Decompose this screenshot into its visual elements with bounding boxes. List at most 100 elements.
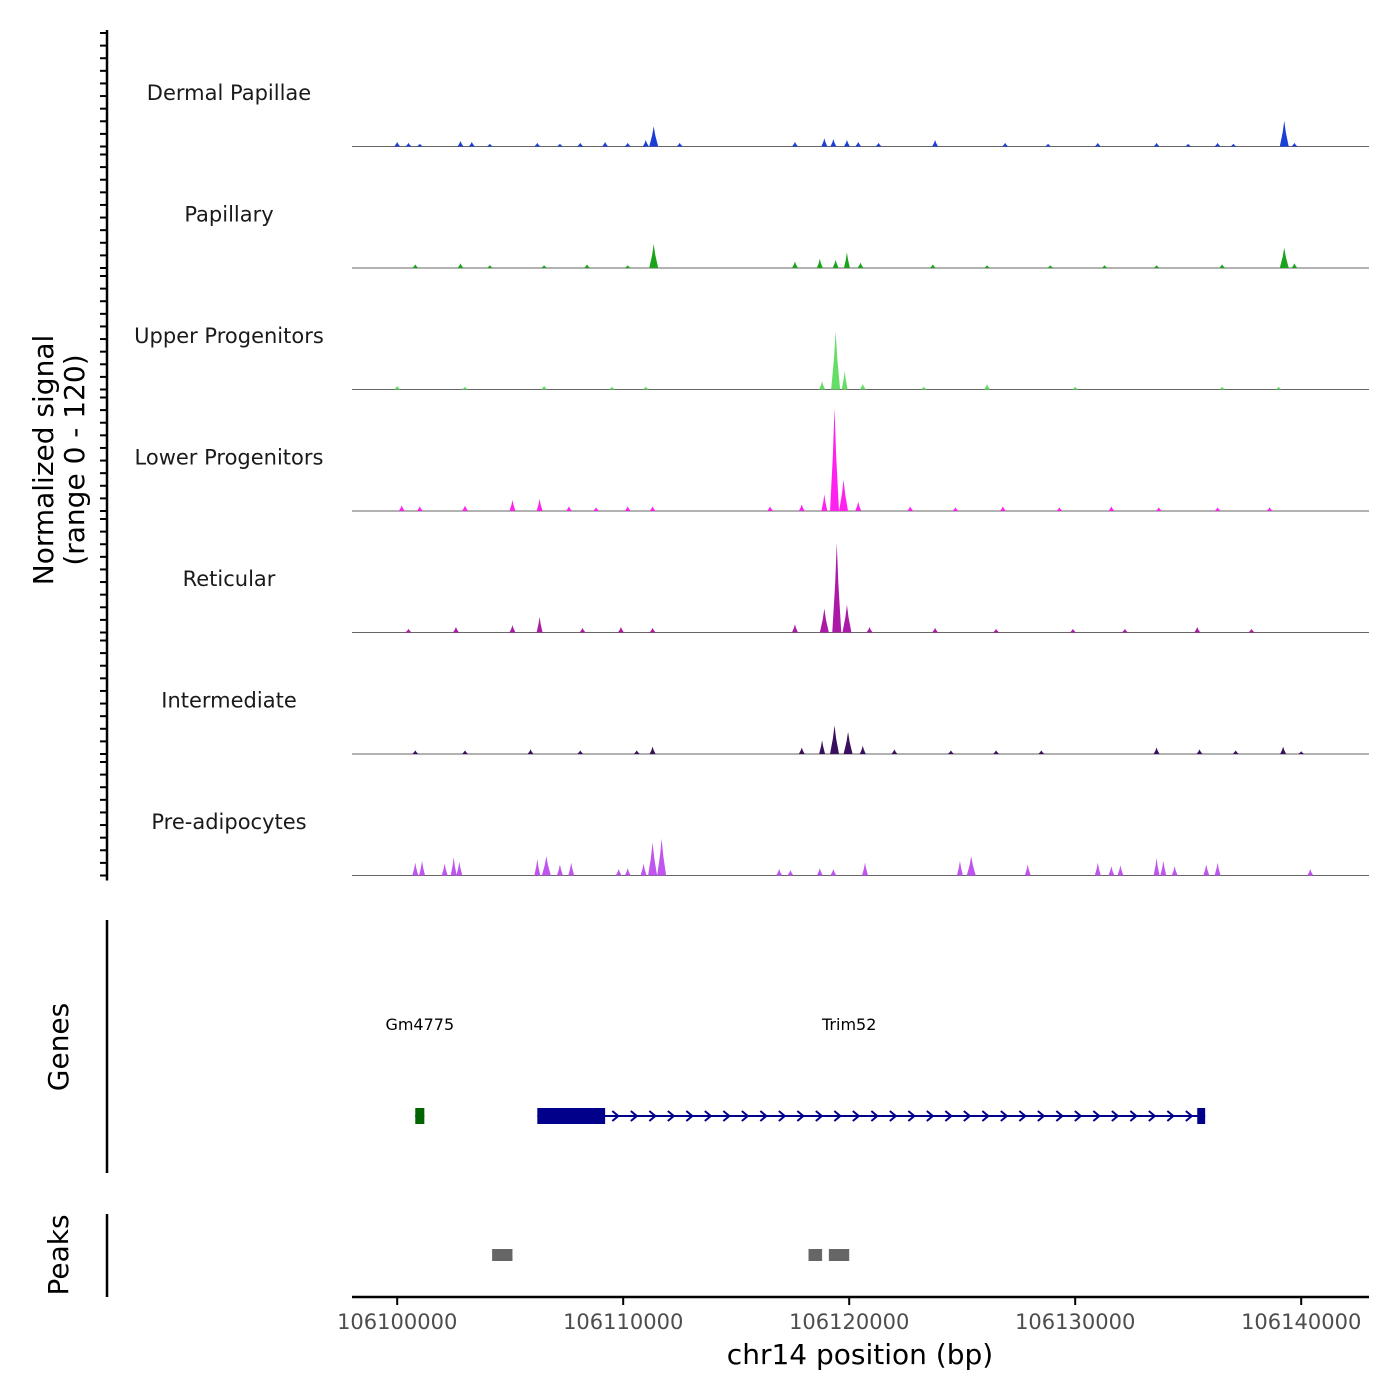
gene-label: Gm4775 — [385, 1015, 454, 1034]
signal-peak — [1219, 386, 1226, 390]
signal-peak — [556, 864, 563, 876]
signal-peak — [633, 750, 640, 754]
signal-peak — [468, 141, 475, 147]
signal-peak — [819, 381, 826, 390]
signal-peak — [776, 869, 783, 876]
signal-peak — [1266, 507, 1273, 511]
gene-exon — [415, 1108, 425, 1124]
signal-peak — [816, 258, 823, 268]
signal-peak — [843, 140, 850, 147]
track-label: Pre-adipocytes — [151, 810, 306, 834]
x-tick-label: 106110000 — [563, 1310, 683, 1334]
track-lower-progenitors: Lower Progenitors — [135, 407, 1369, 512]
signal-peak — [1291, 142, 1298, 147]
strand-arrow — [1092, 1110, 1101, 1122]
signal-peak — [791, 624, 798, 633]
gene-label: Trim52 — [821, 1015, 876, 1034]
signal-peak — [602, 141, 609, 147]
strand-arrow — [1185, 1110, 1194, 1122]
signal-peak — [1121, 628, 1128, 633]
track-label: Reticular — [183, 567, 276, 591]
gene-trim52: Trim52 — [537, 1015, 1206, 1124]
strand-arrow — [981, 1110, 990, 1122]
signal-peak — [1153, 747, 1160, 754]
signal-peak — [486, 265, 493, 268]
signal-peak — [1101, 265, 1108, 268]
signal-peak — [819, 740, 826, 754]
signal-peak — [1045, 143, 1052, 147]
signal-peak — [527, 749, 534, 754]
signal-peak — [556, 143, 563, 147]
signal-peak — [649, 746, 656, 754]
strand-arrow — [963, 1110, 972, 1122]
signal-peak — [1094, 142, 1101, 147]
signal-peak — [791, 141, 798, 147]
strand-arrow — [1166, 1110, 1175, 1122]
signal-peak — [398, 505, 405, 511]
track-dermal-papillae: Dermal Papillae — [147, 81, 1369, 147]
signal-peak — [1153, 858, 1160, 876]
signal-peak — [624, 265, 631, 268]
coverage-y-axis — [100, 30, 109, 881]
signal-peak — [649, 126, 659, 147]
signal-peak — [1108, 866, 1115, 876]
signal-peak — [577, 142, 584, 147]
strand-arrow — [1148, 1110, 1157, 1122]
signal-peak — [859, 745, 866, 754]
y-axis-title-group: Normalized signal (range 0 - 120) — [27, 335, 91, 586]
x-tick-label: 106140000 — [1241, 1310, 1361, 1334]
track-pre-adipocytes: Pre-adipocytes — [151, 810, 1369, 876]
strand-arrow — [537, 1110, 546, 1122]
signal-peak — [1196, 749, 1203, 754]
track-label: Papillary — [184, 203, 273, 227]
signal-peak — [791, 261, 798, 268]
signal-peak — [830, 139, 837, 147]
signal-peak — [830, 869, 837, 876]
signal-peak — [541, 385, 548, 390]
strand-arrow — [1111, 1110, 1120, 1122]
signal-peak — [509, 625, 516, 633]
strand-arrow — [926, 1110, 935, 1122]
signal-peak — [405, 142, 412, 147]
signal-peak — [509, 499, 516, 511]
strand-arrow — [1037, 1110, 1046, 1122]
signal-peak — [462, 505, 468, 511]
signal-peak — [565, 506, 572, 511]
strand-arrow — [648, 1110, 657, 1122]
peak-region — [828, 1249, 850, 1261]
signal-peak — [1280, 746, 1287, 754]
signal-peak — [855, 501, 862, 511]
signal-peak — [1279, 120, 1289, 147]
signal-peak — [798, 747, 805, 754]
signal-peak — [1203, 864, 1210, 876]
track-label: Upper Progenitors — [134, 324, 324, 348]
signal-peak — [1307, 869, 1314, 876]
strand-arrow — [722, 1110, 731, 1122]
signal-peak — [541, 265, 548, 268]
strand-arrow — [685, 1110, 694, 1122]
signal-peak — [907, 506, 914, 511]
signal-peak — [456, 861, 463, 876]
signal-peak — [993, 750, 1000, 754]
peaks-track — [492, 1249, 850, 1261]
signal-peak — [1038, 750, 1045, 754]
signal-peak — [624, 142, 631, 147]
strand-arrow — [574, 1110, 583, 1122]
signal-peak — [843, 252, 850, 268]
strand-arrow — [667, 1110, 676, 1122]
strand-arrow — [759, 1110, 768, 1122]
strand-arrow — [1018, 1110, 1027, 1122]
signal-peak — [1214, 862, 1221, 876]
signal-peak — [457, 263, 464, 268]
strand-arrow — [833, 1110, 842, 1122]
strand-arrow — [870, 1110, 879, 1122]
signal-peak — [832, 259, 839, 268]
signal-peak — [767, 506, 774, 511]
signal-peak — [1214, 142, 1221, 147]
signal-peak — [441, 863, 448, 876]
signal-peak — [1024, 864, 1031, 876]
gene-gm4775: Gm4775 — [385, 1015, 454, 1124]
signal-peak — [1117, 865, 1124, 876]
signal-peak — [866, 626, 873, 633]
